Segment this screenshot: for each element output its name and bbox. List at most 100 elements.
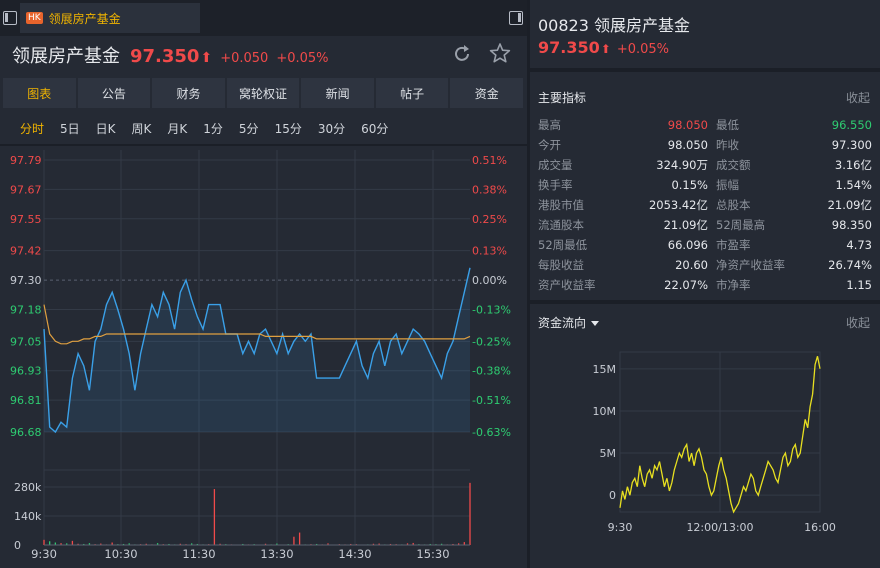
stock-tab[interactable]: HK 领展房产基金 <box>20 3 200 33</box>
metric-label: 市盈率 <box>716 238 751 252</box>
price-tick-label: 97.55 <box>10 213 42 226</box>
time-tick-label: 10:30 <box>104 547 137 561</box>
tab-0[interactable]: 图表 <box>3 78 76 108</box>
pct-tick-label: 0.13% <box>472 245 507 258</box>
favorite-star-icon[interactable] <box>489 42 511 64</box>
pct-tick-label: 0.00% <box>472 274 507 287</box>
left-sidebar-toggle-icon[interactable] <box>3 11 17 25</box>
flow-x-tick-label: 12:00/13:00 <box>686 521 753 534</box>
metric-value: 3.16亿 <box>834 158 872 172</box>
stock-name: 领展房产基金 <box>12 46 120 67</box>
flow-x-tick-label: 9:30 <box>608 521 633 534</box>
period-9[interactable]: 60分 <box>361 122 389 136</box>
volume-tick-label: 280k <box>14 481 42 494</box>
metric-label: 最高 <box>538 118 561 132</box>
intraday-chart[interactable]: 97.79 0.51% 97.67 0.38% 97.55 0.25% 97.42 0.13%… <box>0 0 527 568</box>
metric-value: 97.300 <box>831 138 872 152</box>
metric-value: 4.73 <box>846 238 872 252</box>
market-badge: HK <box>26 12 43 24</box>
metric-value: 96.550 <box>831 118 872 132</box>
period-4[interactable]: 月K <box>167 122 188 136</box>
flow-y-tick-label: 10M <box>593 405 617 418</box>
stock-code-name: 00823 领展房产基金 <box>538 16 690 35</box>
divider <box>530 68 880 72</box>
metric-label: 成交额 <box>716 158 751 172</box>
metric-row: 港股市值 2053.42亿 总股本 21.09亿 <box>538 195 872 215</box>
refresh-icon[interactable] <box>452 44 472 64</box>
metric-row: 每股收益 20.60 净资产收益率 26.74% <box>538 255 872 275</box>
right-sidebar-toggle-icon[interactable] <box>509 11 523 25</box>
average-price-line <box>43 304 471 345</box>
tab-4[interactable]: 新闻 <box>301 78 374 108</box>
metric-value: 324.90万 <box>656 158 708 172</box>
pct-tick-label: -0.25% <box>472 335 511 348</box>
period-selector: 分时 5日 日K 周K 月K 1分 5分 15分 30分 60分 <box>12 118 396 139</box>
pct-tick-label: -0.13% <box>472 303 511 316</box>
tab-5[interactable]: 帖子 <box>375 78 449 108</box>
flow-y-tick-label: 0 <box>609 489 616 502</box>
tab-bar: HK 领展房产基金 <box>0 0 527 36</box>
metric-label: 总股本 <box>716 198 751 212</box>
price-tick-label: 96.81 <box>10 394 42 407</box>
pct-tick-label: -0.51% <box>472 394 511 407</box>
capital-flow-label: 资金流向 <box>538 316 587 330</box>
quote-header: 领展房产基金 97.350 ⬆ +0.050 +0.05% <box>12 42 337 68</box>
metric-value: 98.350 <box>831 218 872 232</box>
metric-label: 振幅 <box>716 178 739 192</box>
period-3[interactable]: 周K <box>131 122 152 136</box>
time-tick-label: 11:30 <box>182 547 215 561</box>
tab-6[interactable]: 资金 <box>450 78 524 108</box>
price-tick-label: 97.67 <box>10 183 42 196</box>
period-1[interactable]: 5日 <box>60 122 80 136</box>
time-tick-label: 9:30 <box>31 547 57 561</box>
period-0[interactable]: 分时 <box>20 122 45 136</box>
price-tick-label: 97.30 <box>10 274 42 287</box>
last-price: 97.350 <box>130 46 200 67</box>
metric-label: 52周最低 <box>538 238 588 252</box>
period-6[interactable]: 5分 <box>238 122 259 136</box>
metric-value: 20.60 <box>675 258 708 272</box>
detail-price-row: 97.350 ⬆ +0.05% <box>538 38 669 57</box>
tab-1[interactable]: 公告 <box>77 78 151 108</box>
period-5[interactable]: 1分 <box>203 122 223 136</box>
period-7[interactable]: 15分 <box>274 122 302 136</box>
period-8[interactable]: 30分 <box>317 122 346 136</box>
pct-tick-label: -0.38% <box>472 365 511 378</box>
pct-tick-label: -0.63% <box>472 426 511 439</box>
metric-label: 换手率 <box>538 178 573 192</box>
flow-collapse-button[interactable]: 收起 <box>845 316 870 330</box>
metric-label: 资产收益率 <box>538 278 596 292</box>
metric-row: 流通股本 21.09亿 52周最高 98.350 <box>538 215 872 235</box>
detail-panel: 00823 领展房产基金 97.350 ⬆ +0.05% 主要指标 收起 最高 9… <box>530 0 880 568</box>
metric-value: 2053.42亿 <box>648 198 708 212</box>
capital-flow-line <box>619 356 821 514</box>
tab-3[interactable]: 窝轮权证 <box>226 78 300 108</box>
up-arrow-icon: ⬆ <box>200 50 213 66</box>
metric-label: 市净率 <box>716 278 751 292</box>
metrics-collapse-button[interactable]: 收起 <box>845 91 870 105</box>
metric-row: 资产收益率 22.07% 市净率 1.15 <box>538 275 872 295</box>
stock-tab-label: 领展房产基金 <box>48 11 121 26</box>
metric-value: 1.54% <box>835 178 872 192</box>
period-2[interactable]: 日K <box>95 122 116 136</box>
section-tabs: 图表 公告 财务 窝轮权证 新闻 帖子 资金 <box>3 78 524 108</box>
capital-flow-title[interactable]: 资金流向 <box>538 314 600 331</box>
tab-2[interactable]: 财务 <box>152 78 225 108</box>
price-tick-label: 97.79 <box>10 154 42 167</box>
flow-y-tick-label: 15M <box>593 363 617 376</box>
price-tick-label: 96.68 <box>10 426 42 439</box>
metric-value: 21.09亿 <box>663 218 708 232</box>
divider <box>530 300 880 304</box>
metric-value: 98.050 <box>667 118 708 132</box>
metric-row: 今开 98.050 昨收 97.300 <box>538 135 872 155</box>
time-tick-label: 14:30 <box>338 547 371 561</box>
metric-row: 最高 98.050 最低 96.550 <box>538 115 872 135</box>
metric-row: 成交量 324.90万 成交额 3.16亿 <box>538 155 872 175</box>
metric-value: 1.15 <box>846 278 872 292</box>
metric-value: 22.07% <box>664 278 708 292</box>
metric-row: 换手率 0.15% 振幅 1.54% <box>538 175 872 195</box>
chevron-down-icon <box>591 321 600 326</box>
metric-label: 最低 <box>716 118 739 132</box>
metric-label: 港股市值 <box>538 198 584 212</box>
detail-up-arrow-icon: ⬆ <box>600 42 611 56</box>
